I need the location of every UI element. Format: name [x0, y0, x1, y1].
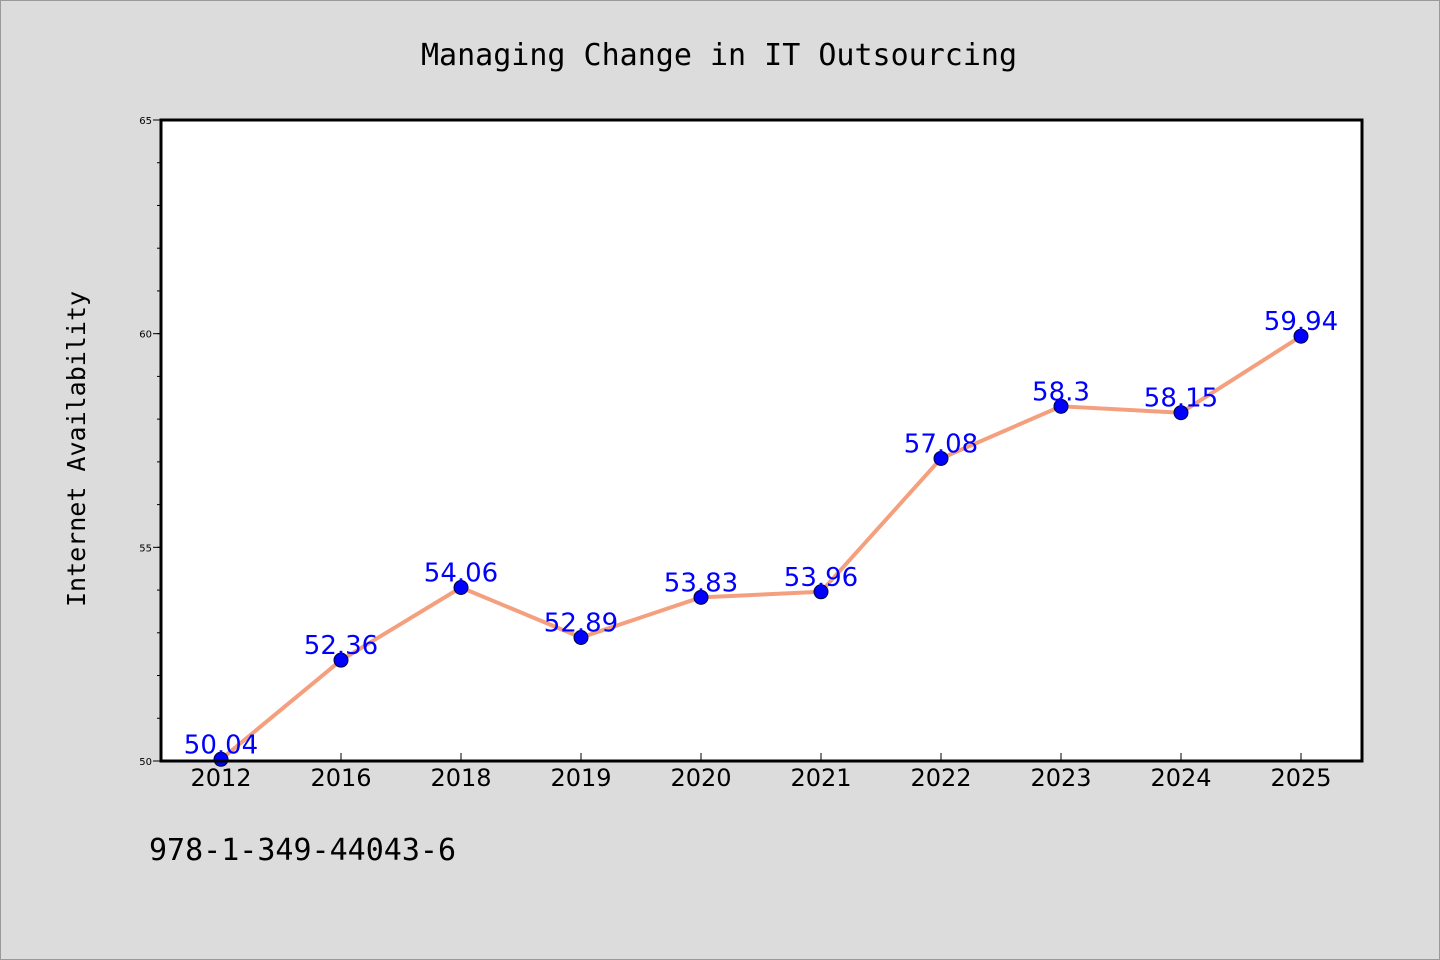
data-label: 53.96 [784, 563, 858, 593]
x-tick-label: 2018 [430, 764, 491, 792]
data-label: 58.15 [1144, 384, 1218, 414]
x-tick-label: 2022 [910, 764, 971, 792]
x-tick-label: 2019 [550, 764, 611, 792]
y-tick-label: 50 [139, 757, 152, 768]
chart-title: Managing Change in IT Outsourcing [421, 38, 1017, 73]
x-tick-label: 2024 [1150, 764, 1211, 792]
data-point [453, 580, 469, 596]
data-label: 54.06 [424, 559, 498, 589]
data-point [813, 584, 829, 600]
data-label: 53.83 [664, 568, 738, 598]
data-point [933, 450, 949, 466]
x-tick-label: 2025 [1270, 764, 1331, 792]
y-axis-label: Internet Availability [62, 291, 91, 607]
x-tick-label: 2012 [190, 764, 251, 792]
data-label: 50.04 [184, 730, 258, 760]
y-tick-label: 60 [139, 330, 152, 341]
data-point [1293, 328, 1309, 344]
x-tick-label: 2016 [310, 764, 371, 792]
isbn-text: 978-1-349-44043-6 [149, 833, 457, 868]
plot-area [161, 120, 1362, 761]
data-point [333, 652, 349, 668]
y-tick-label: 65 [139, 116, 152, 127]
data-label: 57.08 [904, 429, 978, 459]
axes: 50 55 60 65 2012 2016 2018 2019 2020 2021 2022 2023… [139, 116, 1331, 792]
data-point [1053, 398, 1069, 414]
data-label: 52.36 [304, 631, 378, 661]
data-label: 59.94 [1264, 307, 1338, 337]
data-point [213, 751, 229, 767]
series-layer: 50.04 52.36 54.06 52.89 53.83 53.96 57.08 58.3 5… [184, 307, 1338, 767]
x-tick-label: 2023 [1030, 764, 1091, 792]
data-label: 52.89 [544, 609, 618, 639]
series-line [219, 334, 1303, 762]
y-tick-label: 55 [139, 543, 152, 554]
x-tick-label: 2021 [790, 764, 851, 792]
x-tick-label: 2020 [670, 764, 731, 792]
data-point [1173, 405, 1189, 421]
data-point [693, 589, 709, 605]
plot-frame [159, 118, 1364, 763]
data-label: 58.3 [1032, 377, 1090, 407]
data-point [573, 630, 589, 646]
